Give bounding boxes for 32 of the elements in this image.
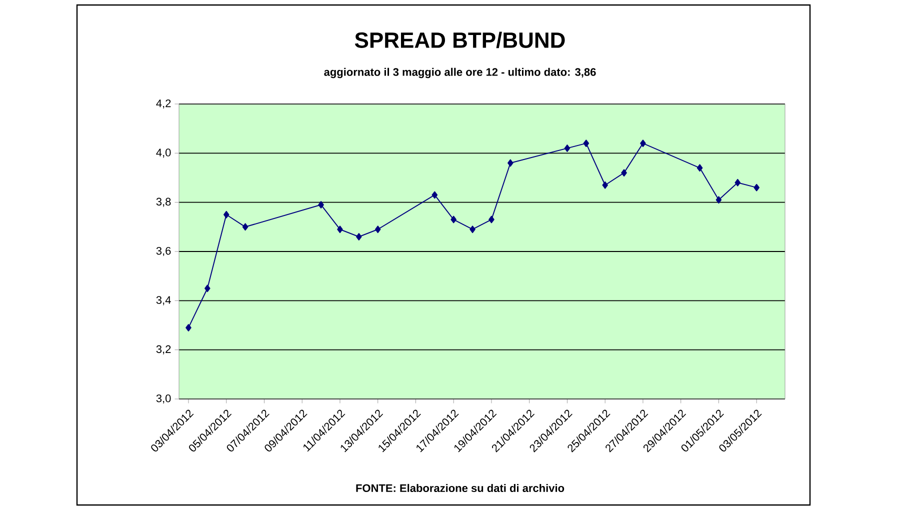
point xyxy=(374,226,381,234)
y-tick-label: 3,8 xyxy=(156,198,171,207)
y-tick-label: 4,2 xyxy=(156,99,171,109)
point xyxy=(621,169,627,177)
point xyxy=(450,216,456,224)
point xyxy=(640,140,646,148)
point xyxy=(602,181,608,189)
point xyxy=(223,210,230,218)
point xyxy=(508,159,514,167)
point xyxy=(432,191,438,199)
point xyxy=(356,233,362,240)
point xyxy=(564,144,570,152)
y-tick-label: 3,4 xyxy=(156,296,171,306)
chart-subtitle: aggiornato il 3 maggio alle ore 12 - ultimo dato: 3,86 xyxy=(324,68,596,78)
point xyxy=(583,140,590,148)
y-tick-label: 3,2 xyxy=(156,345,171,354)
y-tick-label: 4,0 xyxy=(156,148,171,158)
point xyxy=(318,201,324,208)
point xyxy=(488,216,494,224)
y-tick-label: 3,0 xyxy=(156,394,171,404)
y-tick-label: 3,6 xyxy=(156,246,171,256)
point xyxy=(204,284,210,292)
point xyxy=(242,223,248,231)
source-note: FONTE: Elaborazione su dati di archivio xyxy=(356,484,564,492)
point xyxy=(734,178,741,186)
point xyxy=(754,184,760,192)
point xyxy=(716,196,722,204)
point xyxy=(696,164,703,172)
point xyxy=(186,324,192,332)
chart-title: SPREAD BTP/BUND xyxy=(354,32,565,48)
point xyxy=(470,226,476,234)
point xyxy=(337,226,343,234)
